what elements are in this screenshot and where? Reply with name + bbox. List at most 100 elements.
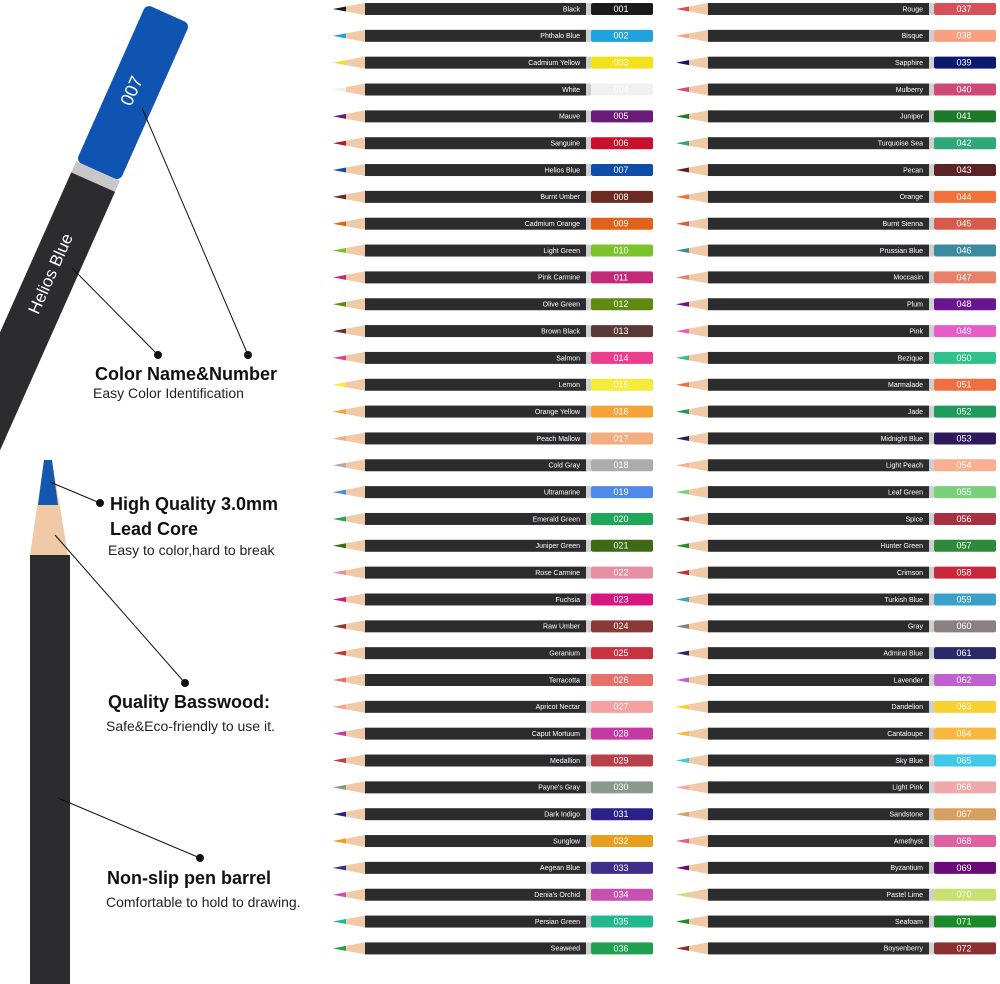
- pencil: Fuchsia 023: [333, 593, 653, 606]
- pencil-name: Dandelion: [891, 704, 923, 711]
- pencil-wood: [676, 432, 708, 445]
- feature-subtitle: Safe&Eco-friendly to use it.: [106, 718, 275, 734]
- pencil-number: 053: [956, 433, 971, 443]
- callout-line: [49, 481, 101, 504]
- pencil-lead: [676, 704, 689, 710]
- pencil-name: Peach Mallow: [536, 436, 581, 443]
- pencil-name: Sapphire: [895, 60, 923, 67]
- pencil-wood: [333, 781, 365, 794]
- pencil-end: [934, 593, 996, 606]
- pencil-band: [586, 808, 591, 821]
- pencil-end: [934, 781, 996, 794]
- pencil-band: [586, 835, 591, 848]
- pencil-barrel: [708, 56, 929, 69]
- pencil: Brown Black 013: [333, 325, 653, 338]
- pencil-end: [934, 512, 996, 525]
- pencil-wood: [333, 378, 365, 391]
- pencil: Persian Green 035: [333, 915, 653, 928]
- callout-dot: [196, 854, 204, 862]
- pencil-barrel: [365, 647, 586, 660]
- pencil-number: 019: [613, 487, 628, 497]
- pencil-name: Marmalade: [888, 382, 923, 389]
- pencil: Helios Blue 007: [333, 164, 653, 177]
- pencil-lead: [333, 462, 346, 468]
- pencil-end: [934, 405, 996, 418]
- pencil-name: Medallion: [550, 758, 580, 765]
- pencil-end: [591, 486, 653, 499]
- pencil-end: [591, 325, 653, 338]
- pencil-wood: [676, 56, 708, 69]
- pencil-band: [586, 244, 591, 257]
- pencil-band: [586, 217, 591, 230]
- pencil-wood: [333, 808, 365, 821]
- pencil-band: [586, 432, 591, 445]
- pencil: Prussian Blue 046: [676, 244, 996, 257]
- pencil-lead: [333, 704, 346, 710]
- pencil: Pecan 043: [676, 164, 996, 177]
- pencil-wood: [676, 861, 708, 874]
- pencil-number: 032: [613, 836, 628, 846]
- pencil-end: [591, 432, 653, 445]
- pencil-name: Plum: [907, 302, 923, 309]
- pencil-number: 038: [956, 31, 971, 41]
- pencil-end: [934, 459, 996, 472]
- pencil-wood: [676, 3, 708, 15]
- pencil: Amethyst 068: [676, 835, 996, 848]
- pencil-end: [934, 727, 996, 740]
- pencil-lead: [676, 355, 689, 361]
- pencil-name: Cold Gray: [548, 463, 580, 470]
- pencil-lead: [676, 33, 689, 39]
- pencil-band: [586, 29, 591, 42]
- pencil-name: Helios Blue: [545, 167, 581, 174]
- pencil-lead: [333, 919, 346, 925]
- pencil-wood: [676, 110, 708, 123]
- pencil-wood: [333, 217, 365, 230]
- pencil-name: Rouge: [902, 6, 923, 13]
- pencil-number: 031: [613, 809, 628, 819]
- pencil-lead: [333, 301, 346, 307]
- pencil-band: [586, 137, 591, 150]
- pencil-number: 054: [956, 460, 971, 470]
- pencil-barrel: [365, 110, 586, 123]
- pencil-name: Light Peach: [886, 463, 923, 470]
- pencil-name: Dark Indigo: [544, 812, 580, 819]
- pencil-name: Hunter Green: [881, 543, 924, 550]
- pencil-end: [591, 915, 653, 928]
- pencil-end: [591, 727, 653, 740]
- pencil-barrel: [708, 298, 929, 311]
- pencil: Black 001: [333, 3, 653, 15]
- pencil: Juniper 041: [676, 110, 996, 123]
- pencil-barrel: [365, 700, 586, 713]
- pencil-band: [586, 915, 591, 928]
- pencil-name: Sandstone: [890, 812, 924, 819]
- pencil-name: Olive Green: [543, 302, 580, 309]
- pencil: Midnight Blue 053: [676, 432, 996, 445]
- pencil-name: Mauve: [559, 114, 580, 121]
- pencil-name: Rose Carmine: [535, 570, 580, 577]
- pencil-wood: [676, 190, 708, 203]
- pencil-lead: [333, 731, 346, 737]
- pencil-lead: [676, 60, 689, 66]
- pencil-end: [591, 620, 653, 633]
- pencil-end: [591, 781, 653, 794]
- pencil-number: 063: [956, 702, 971, 712]
- pencil-wood: [676, 593, 708, 606]
- pencil-end: [591, 861, 653, 874]
- pencil: Light Peach 054: [676, 459, 996, 472]
- pencil-number: 062: [956, 675, 971, 685]
- pencil-end: [934, 942, 996, 955]
- pencil-lead: [333, 838, 346, 844]
- pencil-number: 061: [956, 648, 971, 658]
- pencil: Lavender 062: [676, 674, 996, 686]
- pencil-name: Midnight Blue: [881, 436, 924, 443]
- pencil-number: 060: [956, 621, 971, 631]
- pencil-number: 043: [956, 165, 971, 175]
- pencil-barrel: [708, 271, 929, 284]
- pencil: Cold Gray 018: [333, 459, 653, 472]
- pencil-band: [929, 110, 934, 123]
- pencil-barrel: [708, 378, 929, 391]
- pencil: Gray 060: [676, 620, 996, 633]
- pencil-barrel: [708, 647, 929, 660]
- pencil-wood: [333, 137, 365, 150]
- pencil-wood: [676, 486, 708, 499]
